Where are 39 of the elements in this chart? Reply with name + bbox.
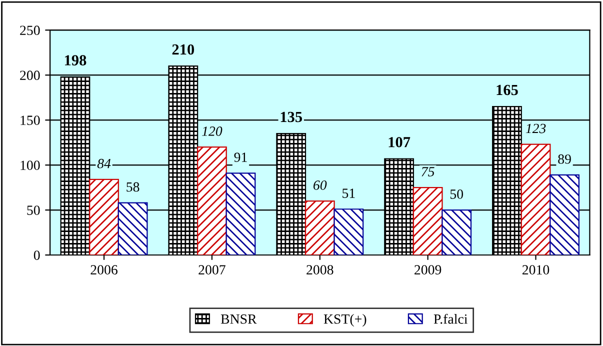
x-tick-label: 2007 xyxy=(198,265,226,274)
x-tick-label: 2010 xyxy=(522,265,550,274)
legend-label: BNSR xyxy=(220,314,257,324)
data-label: 120 xyxy=(202,126,222,136)
data-label: 135 xyxy=(280,112,302,122)
data-label: 60 xyxy=(314,180,327,190)
bar xyxy=(334,208,364,255)
bar xyxy=(520,144,551,255)
legend-label: P.falci xyxy=(434,314,468,324)
y-tick-label: 150 xyxy=(20,116,40,126)
bar xyxy=(412,186,443,255)
x-tick-label: 2006 xyxy=(90,265,118,274)
bar xyxy=(197,146,227,255)
data-label: 75 xyxy=(422,167,434,176)
data-label: 107 xyxy=(388,137,410,148)
legend-label: KST(+) xyxy=(324,314,366,327)
data-label: 51 xyxy=(342,188,355,198)
data-label: 123 xyxy=(526,124,546,134)
y-tick-label: 50 xyxy=(27,206,40,215)
x-tick-label: 2008 xyxy=(306,265,334,274)
x-tick-label: 2009 xyxy=(414,265,442,274)
data-label: 89 xyxy=(558,154,571,164)
data-label: 84 xyxy=(97,158,111,168)
data-label: 210 xyxy=(172,44,194,55)
data-label: 58 xyxy=(126,182,140,192)
y-tick-label: 200 xyxy=(20,70,40,80)
y-tick-label: 100 xyxy=(20,160,40,170)
bar xyxy=(304,200,335,255)
bar xyxy=(118,202,148,255)
data-label: 198 xyxy=(65,55,86,66)
data-label: 50 xyxy=(450,189,464,199)
y-tick-label: 250 xyxy=(20,26,40,36)
data-label: 91 xyxy=(234,152,247,162)
data-label: 165 xyxy=(496,84,518,96)
bar xyxy=(89,178,119,255)
bar xyxy=(226,172,256,255)
bar xyxy=(550,174,580,255)
bar xyxy=(442,209,472,255)
y-tick-label: 0 xyxy=(34,250,40,260)
